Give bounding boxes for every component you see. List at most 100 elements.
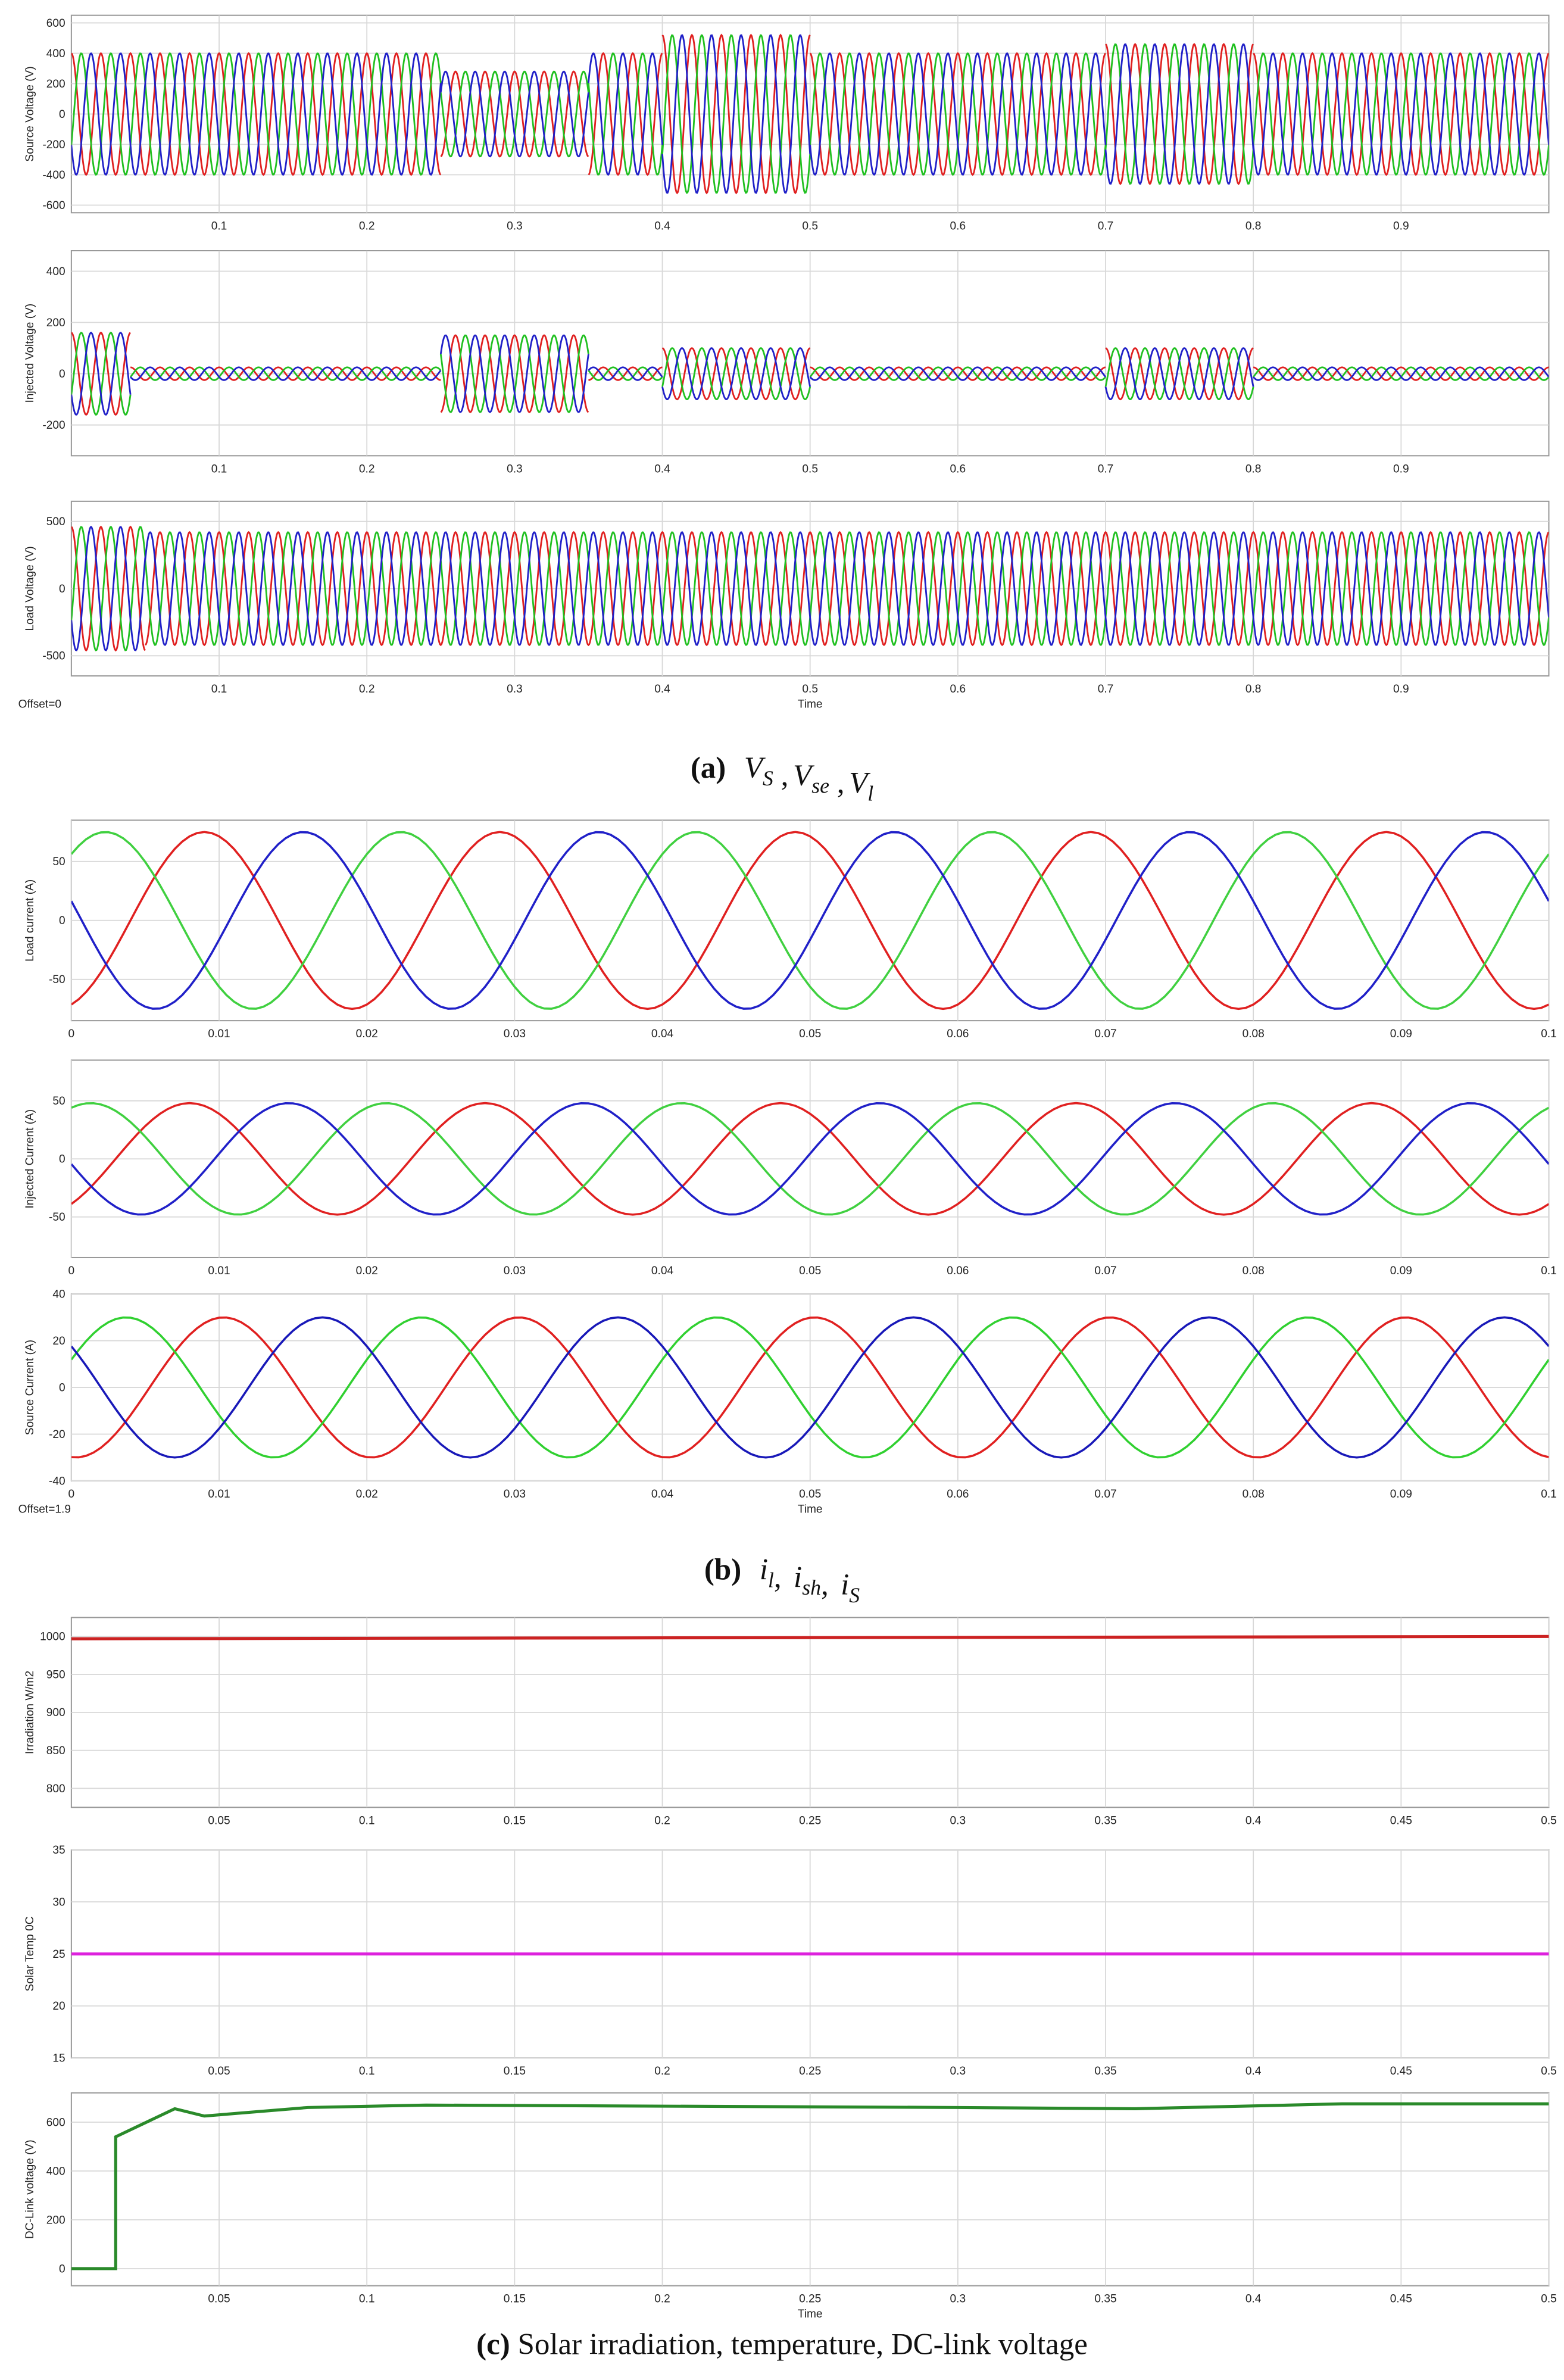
y-tick-label: -200 xyxy=(42,139,65,151)
y-tick-label: 500 xyxy=(46,516,65,528)
waveform-segment xyxy=(588,52,663,176)
x-tick-label: 0.07 xyxy=(1094,1028,1116,1040)
y-tick-label: 50 xyxy=(52,1095,65,1108)
caption-separator: , xyxy=(821,1568,836,1602)
x-tick-label: 0.5 xyxy=(1541,2065,1557,2078)
waveform-segment xyxy=(145,531,1549,647)
caption-subscript: l xyxy=(867,781,873,805)
y-axis-label: Injected Voltage (V) xyxy=(24,304,36,403)
x-tick-label: 0.4 xyxy=(1245,2065,1262,2078)
x-tick-label: 0.25 xyxy=(799,1814,821,1827)
waveform-segment xyxy=(588,52,663,176)
caption-separator: , xyxy=(773,759,788,793)
y-tick-label: 0 xyxy=(59,368,65,380)
x-tick-label: 0.09 xyxy=(1390,1028,1412,1040)
waveform-segment xyxy=(71,831,1549,1010)
x-tick-label: 0.03 xyxy=(504,1028,526,1040)
waveform-segment xyxy=(144,531,1549,646)
x-tick-label: 0 xyxy=(68,1488,75,1501)
caption-separator: , xyxy=(829,767,845,800)
x-tick-label: 0.5 xyxy=(802,220,818,232)
x-tick-label: 0.5 xyxy=(802,463,818,475)
y-tick-label: -500 xyxy=(42,650,65,663)
x-tick-label: 0.08 xyxy=(1243,1265,1265,1277)
y-tick-label: 50 xyxy=(52,856,65,868)
x-axis-label: Time xyxy=(798,698,823,711)
caption-symbol: V xyxy=(793,759,815,793)
caption-subscript: sh xyxy=(802,1576,821,1599)
caption-symbol: V xyxy=(744,751,766,785)
plot-marks xyxy=(71,831,1549,1010)
x-tick-label: 0.09 xyxy=(1390,1265,1412,1277)
x-tick-label: 0.05 xyxy=(799,1488,821,1501)
waveform-segment xyxy=(71,526,146,651)
y-tick-label: -50 xyxy=(49,974,65,986)
y-tick-label: 0 xyxy=(59,583,65,595)
x-axis-label: Time xyxy=(798,1503,823,1515)
waveform-segment xyxy=(71,526,146,651)
x-tick-label: 0.1 xyxy=(1541,1488,1557,1501)
caption-tag: (c) xyxy=(476,2328,510,2361)
waveform-segment xyxy=(71,831,1549,1010)
x-tick-label: 0.1 xyxy=(1541,1265,1557,1277)
waveform-segment xyxy=(809,366,1107,381)
y-tick-label: 35 xyxy=(52,1844,65,1857)
x-tick-label: 0.1 xyxy=(211,463,227,475)
caption-subscript: S xyxy=(849,1583,860,1607)
x-tick-label: 0.06 xyxy=(947,1488,969,1501)
x-tick-label: 0.45 xyxy=(1390,2065,1412,2078)
y-tick-label: -40 xyxy=(49,1475,65,1487)
x-tick-label: 0.6 xyxy=(950,683,966,695)
x-tick-label: 0.8 xyxy=(1245,683,1262,695)
x-tick-label: 0.9 xyxy=(1393,220,1409,232)
x-tick-label: 0.2 xyxy=(359,683,375,695)
x-tick-label: 0.25 xyxy=(799,2293,821,2306)
x-tick-label: 0.45 xyxy=(1390,1814,1412,1827)
waveform-segment xyxy=(71,1102,1549,1216)
y-axis-label: Source Current (A) xyxy=(24,1340,36,1435)
x-tick-label: 0.1 xyxy=(359,1814,375,1827)
x-tick-label: 0.1 xyxy=(211,683,227,695)
waveform-segment xyxy=(71,52,442,176)
x-tick-label: 0.7 xyxy=(1098,683,1114,695)
y-tick-label: -600 xyxy=(42,199,65,212)
y-tick-label: 400 xyxy=(46,266,65,278)
caption-tag: (a) xyxy=(691,751,726,785)
y-tick-label: -200 xyxy=(42,419,65,432)
x-tick-label: 0.45 xyxy=(1390,2293,1412,2306)
waveform-segment xyxy=(809,52,1107,176)
x-tick-label: 0.4 xyxy=(654,683,670,695)
y-tick-label: 30 xyxy=(52,1896,65,1908)
x-tick-label: 0.15 xyxy=(504,2065,526,2078)
waveform-segment xyxy=(71,52,442,176)
plot-marks xyxy=(71,33,1549,195)
waveform-segment xyxy=(588,366,663,381)
y-tick-label: 200 xyxy=(46,78,65,91)
y-tick-label: -20 xyxy=(49,1428,65,1441)
x-tick-label: 0.15 xyxy=(504,2293,526,2306)
y-tick-label: 1000 xyxy=(40,1631,65,1643)
x-tick-label: 0.03 xyxy=(504,1265,526,1277)
waveform-segment xyxy=(71,1102,1549,1216)
x-tick-label: 0.4 xyxy=(1245,1814,1262,1827)
x-tick-label: 0.4 xyxy=(1245,2293,1262,2306)
x-tick-label: 0.07 xyxy=(1094,1488,1116,1501)
waveform-segment xyxy=(71,525,146,652)
y-tick-label: 950 xyxy=(46,1668,65,1681)
x-tick-label: 0.3 xyxy=(507,683,523,695)
waveform-segment xyxy=(439,334,589,413)
x-tick-label: 0.5 xyxy=(1541,2293,1557,2306)
waveform-segment xyxy=(588,52,663,176)
plot-marks xyxy=(71,2102,1549,2270)
waveform-segment xyxy=(439,70,589,158)
x-tick-label: 0.3 xyxy=(950,1814,966,1827)
y-axis-label: Source Voltage (V) xyxy=(24,66,36,161)
waveform-segment xyxy=(130,366,441,381)
y-tick-label: 400 xyxy=(46,48,65,60)
waveform-segment xyxy=(71,52,442,176)
x-tick-label: 0.6 xyxy=(950,463,966,475)
x-tick-label: 0.9 xyxy=(1393,463,1409,475)
y-tick-label: 600 xyxy=(46,17,65,30)
waveform-segment xyxy=(661,347,811,401)
